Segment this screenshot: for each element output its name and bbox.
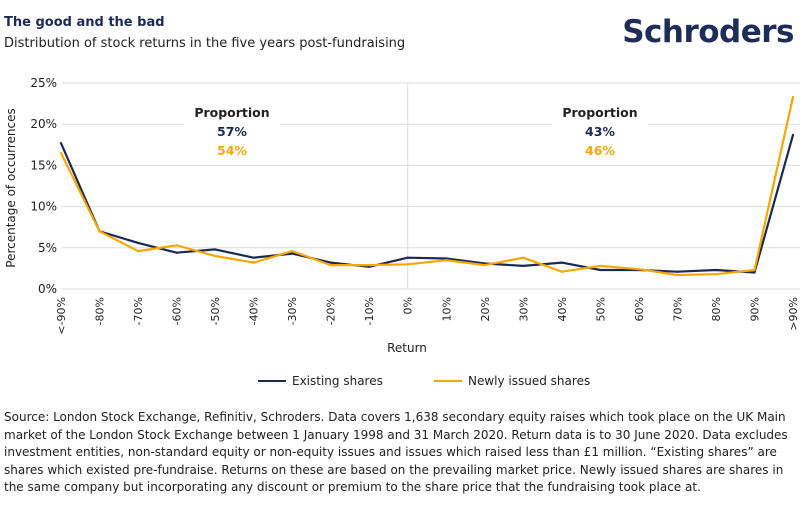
legend-item-new[interactable]: Newly issued shares <box>434 374 590 388</box>
data-point-new <box>175 244 178 247</box>
legend-label-existing: Existing shares <box>292 374 383 388</box>
data-point-new <box>445 259 448 262</box>
chart-title: The good and the bad <box>4 15 165 30</box>
y-tick-label: 5% <box>38 241 57 255</box>
y-axis-ticks: 0% 5% 10% 15% 20% 25% <box>30 76 57 296</box>
data-point-existing <box>136 241 140 244</box>
data-point-existing <box>445 257 448 260</box>
legend: Existing shares Newly issued shares <box>0 374 800 392</box>
x-tick-label: -50% <box>209 297 222 325</box>
data-point-existing <box>791 133 795 137</box>
data-point-new <box>406 263 409 266</box>
series-line-existing <box>59 134 795 274</box>
x-axis-label: Return <box>387 341 427 355</box>
data-point-existing <box>714 268 718 272</box>
data-point-new <box>753 268 756 272</box>
data-point-new <box>252 261 255 264</box>
x-tick-label: -70% <box>132 297 145 325</box>
annotation-new-value: 46% <box>585 143 615 158</box>
data-point-existing <box>252 256 255 259</box>
data-point-new <box>599 264 602 268</box>
x-tick-label: 20% <box>479 297 492 321</box>
data-point-existing <box>676 270 679 273</box>
data-point-new <box>214 254 217 258</box>
data-point-new <box>59 151 63 155</box>
series-lines <box>59 95 795 277</box>
proportion-annotations: Proportion 57% 54% Proportion 43% 46% <box>184 100 648 162</box>
annotation-new-value: 54% <box>217 143 247 158</box>
y-tick-label: 20% <box>30 117 57 131</box>
data-point-existing <box>291 252 294 255</box>
annotation-title: Proportion <box>194 105 269 120</box>
x-tick-label: -10% <box>363 297 376 325</box>
y-tick-label: 25% <box>30 76 57 90</box>
data-point-new <box>483 264 486 267</box>
x-tick-label: 50% <box>594 297 607 321</box>
x-tick-label: >90% <box>787 297 800 331</box>
x-tick-label: 30% <box>517 297 530 321</box>
series-line-new <box>60 96 795 277</box>
data-point-new <box>329 264 332 267</box>
legend-label-new: Newly issued shares <box>468 374 591 388</box>
x-tick-label: -30% <box>286 297 299 325</box>
data-point-existing <box>560 261 563 264</box>
data-point-new <box>291 249 294 253</box>
legend-item-existing[interactable]: Existing shares <box>258 374 383 388</box>
data-point-existing <box>599 268 602 272</box>
annotation-background <box>184 100 280 162</box>
data-point-existing <box>59 142 63 145</box>
data-point-new <box>136 249 140 253</box>
data-point-existing <box>368 265 371 268</box>
data-point-existing <box>329 261 332 264</box>
x-tick-label: <-90% <box>55 297 68 335</box>
x-tick-label: 80% <box>710 297 723 321</box>
x-axis-ticks: <-90% -80% -70% -60% -50% -40% -30% -20% -10% 0% 1… <box>55 297 800 335</box>
source-note: Source: London Stock Exchange, Refinitiv… <box>4 410 788 494</box>
annotation-title: Proportion <box>562 105 637 120</box>
y-axis-label: Percentage of occurrences <box>4 108 18 267</box>
annotation-existing-value: 57% <box>217 124 247 139</box>
annotation-background <box>552 100 648 162</box>
x-tick-label: -20% <box>325 297 338 325</box>
gridlines <box>62 82 800 290</box>
data-point-new <box>522 256 525 259</box>
data-point-new <box>676 273 679 277</box>
data-point-new <box>714 273 718 276</box>
chart-subtitle: Distribution of stock returns in the fiv… <box>4 36 406 51</box>
data-point-existing <box>406 256 409 259</box>
legend-swatch-new <box>434 380 462 382</box>
x-tick-label: 0% <box>402 297 415 314</box>
x-tick-label: 70% <box>671 297 684 321</box>
x-tick-label: -60% <box>171 297 184 325</box>
data-point-existing <box>214 248 217 251</box>
x-tick-label: -80% <box>94 297 107 325</box>
y-tick-label: 10% <box>30 200 57 214</box>
x-tick-label: 90% <box>748 297 761 321</box>
data-point-new <box>98 230 101 233</box>
data-point-new <box>368 264 371 267</box>
legend-swatch-existing <box>258 380 286 382</box>
data-point-existing <box>522 264 525 268</box>
x-tick-label: -40% <box>248 297 261 325</box>
line-chart: 0% 5% 10% 15% 20% 25% <-90% -80% -70% -60% -50% -4… <box>4 76 800 355</box>
x-tick-label: 40% <box>556 297 569 321</box>
data-point-existing <box>175 251 178 254</box>
data-point-new <box>560 270 563 273</box>
y-tick-label: 0% <box>38 282 57 296</box>
data-point-existing <box>753 271 756 274</box>
data-point-new <box>791 95 795 99</box>
x-tick-label: 60% <box>633 297 646 321</box>
annotation-existing-value: 43% <box>585 124 615 139</box>
schroders-logo: Schroders <box>622 14 794 50</box>
x-tick-label: 10% <box>440 297 453 321</box>
data-point-new <box>637 268 640 271</box>
y-tick-label: 15% <box>30 158 57 172</box>
